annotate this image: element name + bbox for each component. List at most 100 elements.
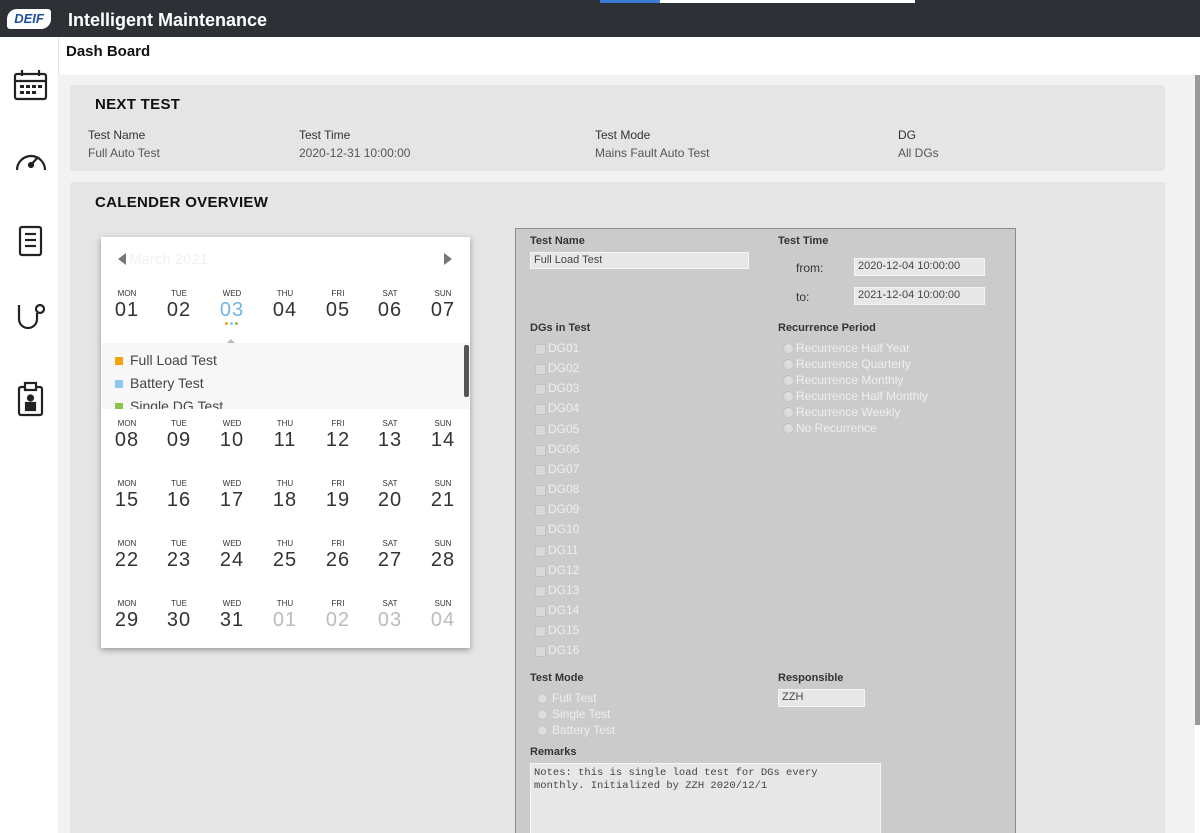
radio[interactable]: [537, 709, 548, 720]
day-cell[interactable]: 07: [430, 299, 456, 321]
day-cell[interactable]: 25: [272, 549, 298, 571]
day-cell[interactable]: 22: [114, 549, 140, 571]
checkbox[interactable]: [535, 424, 546, 436]
checkbox[interactable]: [535, 545, 546, 557]
field-value: 2020-12-31 10:00:00: [299, 146, 411, 160]
radio[interactable]: [537, 725, 548, 736]
date-input[interactable]: 2020-12-04 10:00:00: [854, 258, 985, 276]
sidebar: [0, 37, 59, 833]
day-cell[interactable]: 01: [272, 609, 298, 631]
day-cell[interactable]: 20: [377, 489, 403, 511]
day-cell[interactable]: 19: [325, 489, 351, 511]
event-swatch: [115, 403, 123, 409]
radio[interactable]: [783, 390, 794, 402]
logo[interactable]: DEIF: [7, 9, 51, 29]
checkbox[interactable]: [535, 444, 546, 456]
day-cell[interactable]: 24: [219, 549, 245, 571]
checkbox[interactable]: [535, 585, 546, 597]
gauge-icon[interactable]: [15, 154, 47, 171]
day-cell[interactable]: 17: [219, 489, 245, 511]
checkbox[interactable]: [535, 626, 546, 638]
weekday-label: SUN: [434, 289, 452, 298]
day-cell[interactable]: 11: [273, 429, 297, 451]
weekday-label: MON: [117, 289, 137, 298]
checkbox[interactable]: [535, 505, 546, 517]
day-cell[interactable]: 06: [377, 299, 403, 321]
panel-title: NEXT TEST: [95, 96, 181, 113]
weekday-label: WED: [222, 479, 242, 488]
checkbox[interactable]: [535, 605, 546, 617]
radio[interactable]: [783, 358, 794, 370]
day-cell[interactable]: 12: [325, 429, 351, 451]
checkbox[interactable]: [535, 565, 546, 577]
day-cell[interactable]: 01: [114, 299, 140, 321]
scrollbar[interactable]: [1195, 75, 1200, 725]
textarea[interactable]: Notes: this is single load test for DGs …: [530, 763, 881, 833]
day-cell[interactable]: 16: [166, 489, 192, 511]
day-cell[interactable]: 28: [430, 549, 456, 571]
field-label: DG: [898, 128, 916, 142]
text-input[interactable]: ZZH: [778, 689, 865, 707]
weekday-label: WED: [222, 599, 242, 608]
radio[interactable]: [783, 343, 794, 354]
event-name[interactable]: Full Load Test: [130, 352, 217, 368]
day-cell[interactable]: 21: [430, 489, 456, 511]
weekday-label: MON: [117, 479, 137, 488]
text-input[interactable]: Full Load Test: [530, 252, 749, 269]
radio[interactable]: [783, 422, 794, 434]
day-cell[interactable]: 03: [219, 299, 245, 321]
weekday-label: SAT: [382, 599, 398, 608]
checkbox[interactable]: [535, 384, 546, 396]
prev-arrow[interactable]: [117, 252, 127, 266]
next-test-panel: [70, 85, 1165, 171]
weekday-label: MON: [117, 539, 137, 548]
radio[interactable]: [783, 374, 794, 386]
clipboard-icon[interactable]: [17, 381, 44, 417]
weekday-label: THU: [276, 479, 294, 488]
day-cell[interactable]: 02: [325, 609, 351, 631]
event-popup: Full Load Test Battery Test Single DG Test: [101, 343, 470, 409]
popup-scrollbar[interactable]: [464, 345, 469, 397]
day-cell[interactable]: 04: [430, 609, 456, 631]
day-cell[interactable]: 23: [166, 549, 192, 571]
radio[interactable]: [537, 693, 548, 704]
day-cell[interactable]: 27: [377, 549, 403, 571]
day-cell[interactable]: 26: [325, 549, 351, 571]
day-cell[interactable]: 31: [219, 609, 245, 631]
day-cell[interactable]: 05: [325, 299, 351, 321]
next-arrow[interactable]: [443, 252, 453, 266]
report-icon[interactable]: [18, 225, 43, 257]
checkbox[interactable]: [535, 525, 546, 537]
day-cell[interactable]: 15: [114, 489, 140, 511]
checkbox[interactable]: [535, 464, 546, 476]
weekday-label: SUN: [434, 479, 452, 488]
day-cell[interactable]: 04: [272, 299, 298, 321]
checkbox[interactable]: [535, 404, 546, 416]
weekday-label: TUE: [171, 539, 187, 548]
checkbox-label: DG08: [548, 482, 580, 497]
event-name[interactable]: Battery Test: [130, 375, 204, 391]
checkbox[interactable]: [535, 364, 546, 376]
day-cell[interactable]: 18: [272, 489, 298, 511]
calendar-icon[interactable]: [13, 70, 48, 101]
day-cell[interactable]: 14: [430, 429, 456, 451]
checkbox-label: DG16: [548, 643, 580, 658]
checkbox[interactable]: [535, 485, 546, 497]
weekday-label: FRI: [331, 289, 345, 298]
stethoscope-icon[interactable]: [17, 303, 46, 330]
checkbox[interactable]: [535, 646, 546, 658]
checkbox[interactable]: [535, 344, 546, 355]
weekday-label: SUN: [434, 599, 452, 608]
day-cell[interactable]: 10: [219, 429, 245, 451]
day-cell[interactable]: 08: [114, 429, 140, 451]
date-input[interactable]: 2021-12-04 10:00:00: [854, 287, 985, 305]
event-name[interactable]: Single DG Test: [130, 398, 224, 409]
test-form: Test Name Full Load Test Test Time from: 202…: [515, 228, 1016, 833]
day-cell[interactable]: 09: [166, 429, 192, 451]
day-cell[interactable]: 30: [166, 609, 192, 631]
day-cell[interactable]: 13: [377, 429, 403, 451]
day-cell[interactable]: 29: [114, 609, 140, 631]
day-cell[interactable]: 03: [377, 609, 403, 631]
day-cell[interactable]: 02: [166, 299, 192, 321]
radio[interactable]: [783, 406, 794, 418]
